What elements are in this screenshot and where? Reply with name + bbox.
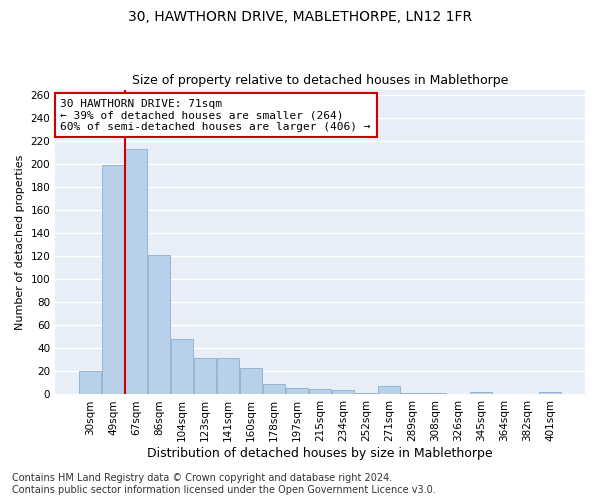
Bar — [125, 150, 147, 394]
Text: 30, HAWTHORN DRIVE, MABLETHORPE, LN12 1FR: 30, HAWTHORN DRIVE, MABLETHORPE, LN12 1F… — [128, 10, 472, 24]
Bar — [240, 368, 262, 394]
Bar — [148, 255, 170, 394]
Bar — [79, 372, 101, 394]
Text: Contains HM Land Registry data © Crown copyright and database right 2024.
Contai: Contains HM Land Registry data © Crown c… — [12, 474, 436, 495]
Bar — [286, 388, 308, 394]
Bar — [470, 392, 492, 394]
Y-axis label: Number of detached properties: Number of detached properties — [15, 154, 25, 330]
Bar — [263, 384, 285, 394]
Bar — [102, 166, 124, 394]
Bar — [332, 390, 354, 394]
Text: 30 HAWTHORN DRIVE: 71sqm
← 39% of detached houses are smaller (264)
60% of semi-: 30 HAWTHORN DRIVE: 71sqm ← 39% of detach… — [61, 98, 371, 132]
Bar — [309, 388, 331, 394]
X-axis label: Distribution of detached houses by size in Mablethorpe: Distribution of detached houses by size … — [147, 447, 493, 460]
Bar — [171, 339, 193, 394]
Bar — [194, 358, 216, 395]
Bar — [539, 392, 561, 394]
Title: Size of property relative to detached houses in Mablethorpe: Size of property relative to detached ho… — [132, 74, 508, 87]
Bar — [378, 386, 400, 394]
Bar — [217, 358, 239, 395]
